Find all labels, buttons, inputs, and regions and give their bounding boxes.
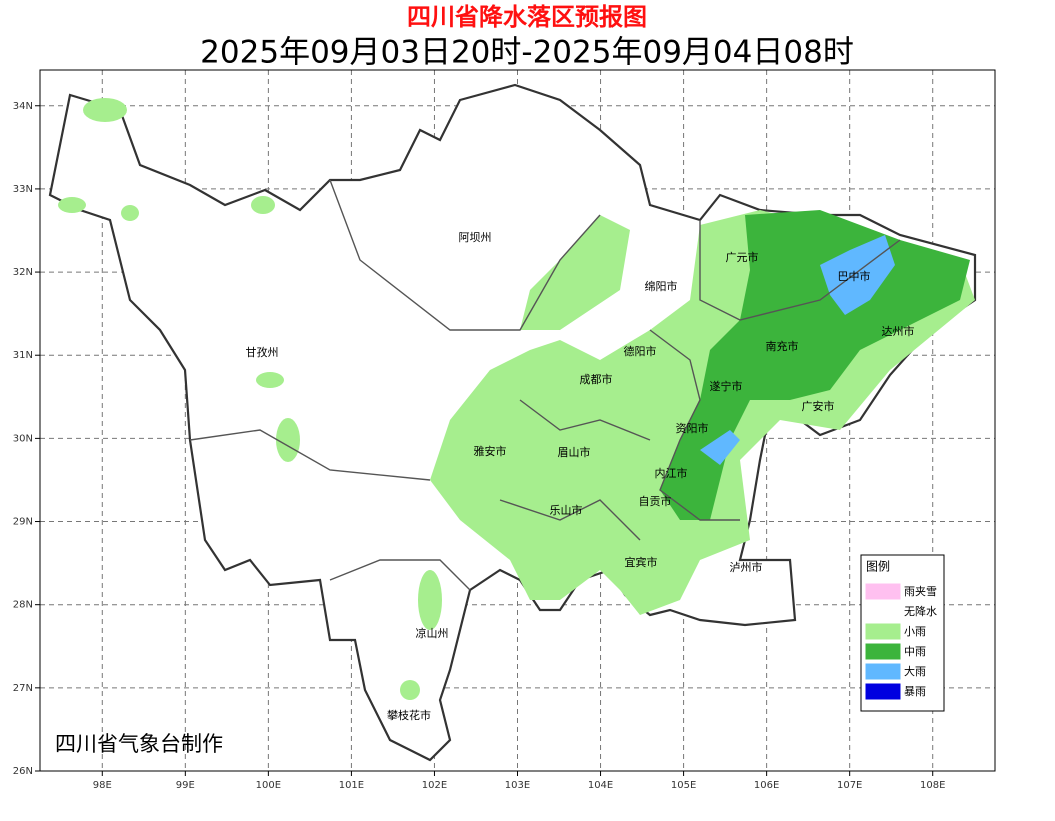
region-label: 广安市 bbox=[802, 399, 835, 413]
x-tick-label: 99E bbox=[176, 780, 195, 791]
region-label: 雅安市 bbox=[474, 444, 507, 458]
region-label: 绵阳市 bbox=[645, 279, 678, 293]
x-tick-label: 105E bbox=[671, 780, 696, 791]
x-tick-label: 106E bbox=[754, 780, 779, 791]
y-tick-label: 32N bbox=[13, 267, 33, 278]
region-label: 南充市 bbox=[766, 339, 799, 353]
region-label: 内江市 bbox=[655, 466, 688, 480]
legend-label: 大雨 bbox=[904, 664, 926, 678]
x-tick-label: 104E bbox=[588, 780, 613, 791]
y-tick-label: 31N bbox=[13, 350, 33, 361]
region-label: 自贡市 bbox=[639, 494, 672, 508]
credit: 四川省气象台制作 bbox=[55, 732, 223, 756]
region-label: 攀枝花市 bbox=[387, 708, 431, 722]
legend-label: 暴雨 bbox=[904, 685, 926, 698]
legend-label: 无降水 bbox=[904, 604, 937, 618]
y-tick-label: 26N bbox=[13, 766, 33, 777]
region-label: 泸州市 bbox=[730, 560, 763, 574]
title: 四川省降水落区预报图 bbox=[407, 3, 647, 31]
legend-swatch bbox=[865, 583, 901, 600]
y-tick-label: 30N bbox=[13, 433, 33, 444]
x-tick-label: 107E bbox=[837, 780, 862, 791]
county-borders bbox=[189, 179, 901, 591]
y-tick-label: 34N bbox=[13, 101, 33, 112]
map-frame bbox=[39, 69, 996, 772]
legend-label: 小雨 bbox=[904, 625, 926, 638]
region-label: 宜宾市 bbox=[625, 555, 658, 569]
region-label: 凉山州 bbox=[416, 626, 449, 640]
region-label: 达州市 bbox=[882, 324, 915, 338]
legend-label: 雨夹雪 bbox=[904, 585, 937, 598]
region-label: 乐山市 bbox=[550, 503, 583, 517]
y-tick-label: 28N bbox=[13, 600, 33, 611]
region-label: 巴中市 bbox=[838, 269, 871, 283]
region-label: 广元市 bbox=[726, 250, 759, 264]
legend-swatch bbox=[866, 604, 900, 619]
legend-swatch bbox=[865, 643, 901, 660]
region-label: 眉山市 bbox=[558, 445, 591, 459]
region-label: 阿坝州 bbox=[459, 230, 492, 244]
x-tick-label: 108E bbox=[920, 780, 945, 791]
region-label: 遂宁市 bbox=[710, 379, 743, 393]
legend-title: 图例 bbox=[866, 560, 890, 574]
region-label: 资阳市 bbox=[676, 421, 709, 435]
x-tick-label: 103E bbox=[505, 780, 530, 791]
legend-swatch bbox=[865, 683, 901, 700]
region-label: 甘孜州 bbox=[246, 345, 279, 359]
region-label: 德阳市 bbox=[624, 344, 657, 358]
y-tick-label: 27N bbox=[13, 683, 33, 694]
x-tick-label: 100E bbox=[256, 780, 281, 791]
y-tick-label: 29N bbox=[13, 517, 33, 528]
region-label: 成都市 bbox=[580, 372, 613, 386]
legend-swatch bbox=[865, 623, 901, 640]
subtitle: 2025年09月03日20时-2025年09月04日08时 bbox=[200, 35, 854, 71]
x-tick-label: 101E bbox=[339, 780, 364, 791]
x-tick-label: 102E bbox=[422, 780, 447, 791]
heavy-rain bbox=[700, 235, 895, 465]
legend-swatch bbox=[865, 663, 901, 680]
legend-label: 中雨 bbox=[904, 645, 926, 658]
moderate-rain bbox=[660, 210, 970, 520]
y-tick-label: 33N bbox=[13, 184, 33, 195]
x-tick-label: 98E bbox=[93, 780, 112, 791]
